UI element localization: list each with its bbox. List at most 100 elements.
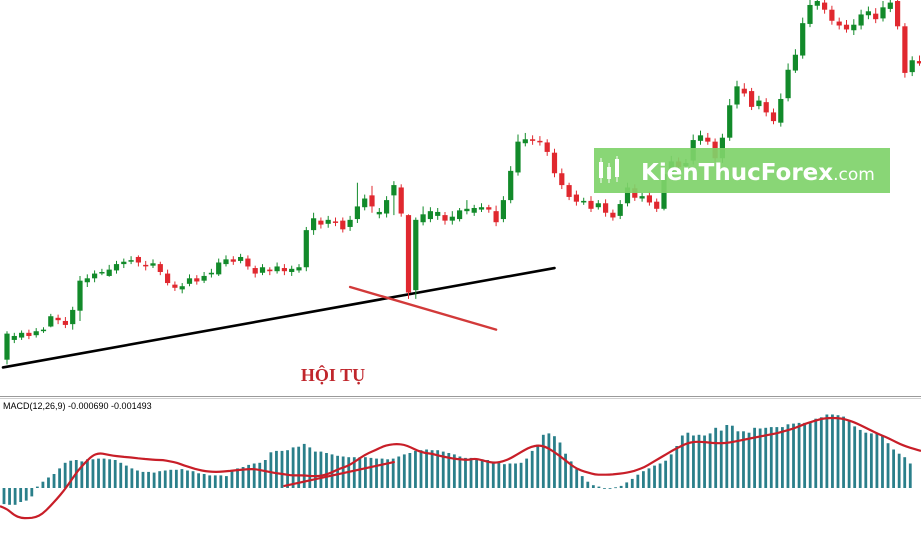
candle-body xyxy=(318,220,324,225)
candle xyxy=(267,267,273,276)
candle xyxy=(843,19,850,33)
candle-body xyxy=(376,211,382,215)
candle-body xyxy=(595,203,601,208)
candle-body xyxy=(384,200,390,214)
candle-body xyxy=(559,173,565,186)
candle xyxy=(179,283,185,294)
candle xyxy=(325,215,331,228)
candle xyxy=(165,269,171,286)
candle-body xyxy=(289,268,295,272)
candle-body xyxy=(895,1,901,27)
macd-histogram-bar xyxy=(458,456,462,488)
macd-histogram-bar xyxy=(219,475,223,488)
candle-body xyxy=(508,170,514,201)
macd-histogram-bar xyxy=(603,488,606,489)
candle xyxy=(581,197,587,205)
candle xyxy=(40,327,47,333)
candle-body xyxy=(858,14,864,26)
candle-body xyxy=(26,332,32,336)
candle-body xyxy=(77,280,83,311)
candle xyxy=(770,108,777,125)
candle xyxy=(573,190,579,206)
macd-histogram-bar xyxy=(530,450,534,488)
macd-histogram-bar xyxy=(658,463,662,488)
macd-histogram-bar xyxy=(191,471,195,488)
candle-body xyxy=(902,26,908,73)
macd-histogram-bar xyxy=(336,455,339,488)
candle-body xyxy=(756,100,762,107)
candle-body xyxy=(544,142,550,152)
macd-histogram-bar xyxy=(619,485,623,488)
candle-body xyxy=(391,185,397,196)
candle xyxy=(522,132,528,147)
candle xyxy=(230,256,236,265)
macd-histogram-bar xyxy=(686,432,690,488)
candle xyxy=(289,265,295,276)
macd-histogram-bar xyxy=(864,432,868,488)
macd-histogram-bar xyxy=(786,424,790,488)
candle-body xyxy=(639,196,645,199)
macd-histogram-bar xyxy=(58,468,61,488)
candle xyxy=(194,275,200,285)
divergence-line-macd xyxy=(283,461,395,487)
candle xyxy=(537,136,543,146)
candle-body xyxy=(121,261,127,265)
candle xyxy=(354,182,360,224)
candle-body xyxy=(697,135,704,141)
macd-histogram-bar xyxy=(402,454,406,488)
candle-body xyxy=(843,24,850,30)
macd-histogram-bar xyxy=(536,444,540,488)
macd-histogram-bar xyxy=(486,460,490,488)
candle-body xyxy=(734,86,740,105)
candle xyxy=(99,268,105,276)
macd-histogram-bar xyxy=(147,471,150,488)
candle-body xyxy=(705,137,711,142)
candle xyxy=(405,214,412,299)
candle xyxy=(530,135,536,145)
candle-body xyxy=(814,1,820,6)
macd-panel xyxy=(0,414,921,520)
candle-body xyxy=(201,275,207,281)
macd-histogram-bar xyxy=(742,431,745,488)
candle-body xyxy=(369,195,375,207)
macd-histogram-bar xyxy=(425,449,428,488)
candle-body xyxy=(551,152,558,174)
candle xyxy=(143,260,149,271)
candle xyxy=(92,270,98,283)
macd-histogram-bar xyxy=(591,485,595,488)
candle-body xyxy=(252,268,258,274)
macd-histogram-bar xyxy=(313,451,317,488)
candle xyxy=(559,168,565,190)
watermark: KienThucForex.com xyxy=(594,148,890,193)
candle xyxy=(749,87,755,111)
candle xyxy=(4,331,10,365)
macd-histogram-bar xyxy=(386,459,390,488)
candle-body xyxy=(296,267,302,271)
macd-histogram-bar xyxy=(230,471,234,488)
macd-histogram-bar xyxy=(52,474,56,488)
candle xyxy=(865,6,871,20)
candle-body xyxy=(48,316,54,327)
macd-histogram-bar xyxy=(892,449,895,488)
candle xyxy=(829,5,835,25)
candle xyxy=(186,274,193,287)
macd-histogram-bar xyxy=(252,463,256,488)
candle-body xyxy=(610,212,616,218)
macd-histogram-bar xyxy=(869,433,873,488)
candle-body xyxy=(865,11,871,16)
candle xyxy=(216,258,222,276)
macd-histogram-bar xyxy=(397,456,401,488)
candle xyxy=(639,192,645,202)
candle xyxy=(318,217,324,229)
candle-body xyxy=(829,9,835,21)
candle xyxy=(836,17,842,30)
candle-body xyxy=(800,23,806,56)
macd-histogram-bar xyxy=(831,414,834,488)
candle xyxy=(19,330,25,340)
candle xyxy=(588,196,594,212)
macd-histogram-bar xyxy=(325,453,328,488)
candle-body xyxy=(194,278,200,282)
macd-histogram-bar xyxy=(69,460,73,488)
macd-histogram-bar xyxy=(653,465,656,488)
macd-histogram-bar xyxy=(497,462,501,488)
